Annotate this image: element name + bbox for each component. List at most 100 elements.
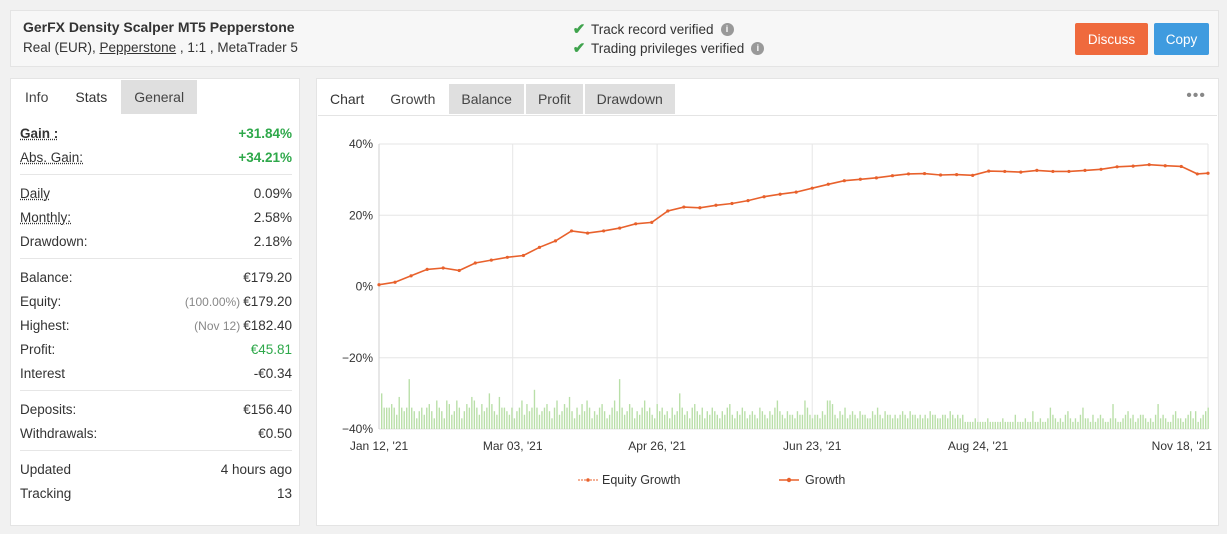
- tab-balance[interactable]: Balance: [449, 84, 526, 114]
- daily-growth-bar: [749, 414, 751, 429]
- discuss-button[interactable]: Discuss: [1075, 23, 1148, 55]
- daily-growth-bar: [628, 404, 631, 429]
- drawdown-label: Drawdown:: [20, 233, 88, 249]
- daily-growth-bar: [937, 418, 939, 429]
- daily-growth-bar: [548, 411, 551, 429]
- daily-growth-bar: [786, 411, 789, 429]
- growth-point: [537, 245, 542, 249]
- daily-growth-bar: [398, 396, 400, 429]
- tab-growth[interactable]: Growth: [378, 84, 450, 114]
- growth-point: [441, 266, 445, 270]
- daily-growth-bar: [974, 418, 976, 429]
- growth-point: [666, 209, 670, 213]
- daily-growth-bar: [816, 414, 819, 429]
- account-type: Real (EUR),: [23, 40, 96, 55]
- tab-drawdown[interactable]: Drawdown: [584, 84, 677, 114]
- daily-growth-bar: [601, 404, 603, 429]
- broker-link[interactable]: Pepperstone: [99, 40, 177, 55]
- chart-tabs: Chart Growth Balance Profit Drawdown: [318, 84, 677, 114]
- daily-growth-bar: [1099, 414, 1102, 429]
- abs-gain-label[interactable]: Abs. Gain:: [20, 149, 84, 165]
- daily-growth-bar: [781, 414, 784, 429]
- daily-growth-bar: [421, 407, 423, 429]
- daily-growth-bar: [921, 418, 924, 429]
- stat-gain: Gain : +31.84%: [20, 121, 292, 145]
- daily-label[interactable]: Daily: [20, 185, 51, 201]
- daily-growth-bar: [1074, 418, 1077, 429]
- daily-growth-bar: [1154, 414, 1157, 429]
- daily-growth-bar: [468, 407, 471, 429]
- daily-growth-bar: [911, 414, 914, 429]
- gain-label[interactable]: Gain :: [20, 125, 59, 141]
- daily-growth-bar: [1142, 414, 1144, 429]
- daily-growth-bar: [686, 411, 688, 429]
- trading-privileges-label: Trading privileges verified: [591, 40, 745, 56]
- tab-general[interactable]: General: [121, 80, 199, 114]
- tab-stats[interactable]: Stats: [62, 80, 122, 114]
- daily-growth-bar: [401, 407, 403, 429]
- daily-growth-bar: [426, 407, 428, 429]
- daily-growth-bar: [1039, 418, 1042, 429]
- daily-growth-bar: [769, 411, 771, 429]
- growth-point: [746, 199, 750, 203]
- daily-growth-bar: [596, 414, 598, 429]
- info-icon[interactable]: i: [720, 22, 734, 36]
- growth-point: [955, 173, 959, 177]
- daily-growth-bar: [731, 414, 734, 429]
- daily-growth-bar: [1104, 421, 1107, 429]
- daily-growth-bar: [744, 411, 746, 429]
- growth-point: [585, 231, 590, 235]
- daily-growth-bar: [411, 407, 413, 429]
- daily-growth-bar: [779, 411, 781, 429]
- daily-growth-bar: [989, 421, 991, 429]
- daily-growth-bar: [764, 414, 766, 429]
- tab-chart[interactable]: Chart: [318, 84, 379, 114]
- daily-growth-bar: [774, 407, 776, 429]
- growth-point: [794, 190, 798, 194]
- tab-profit[interactable]: Profit: [525, 84, 585, 114]
- monthly-label[interactable]: Monthly:: [20, 209, 72, 225]
- daily-growth-bar: [876, 407, 879, 429]
- daily-growth-bar: [416, 418, 418, 429]
- highest-value-group: (Nov 12) €182.40: [194, 318, 292, 333]
- daily-growth-bar: [997, 421, 999, 429]
- daily-growth-bar: [1177, 418, 1179, 429]
- info-icon[interactable]: i: [751, 41, 765, 55]
- stat-drawdown: Drawdown: 2.18%: [20, 229, 292, 253]
- daily-growth-bar: [1004, 421, 1007, 429]
- daily-growth-bar: [618, 379, 621, 429]
- equity-value: €179.20: [243, 293, 292, 309]
- daily-growth-bar: [623, 414, 626, 429]
- growth-point: [1099, 167, 1103, 171]
- ellipsis-icon[interactable]: •••: [1186, 87, 1206, 104]
- daily-growth-bar: [934, 414, 936, 429]
- daily-growth-bar: [889, 414, 891, 429]
- daily-growth-bar: [611, 407, 613, 429]
- growth-point: [409, 274, 413, 278]
- daily-growth-bar: [969, 421, 971, 429]
- growth-point: [826, 182, 830, 186]
- daily-growth-bar: [659, 411, 661, 429]
- growth-point: [906, 172, 911, 176]
- stat-profit: Profit: €45.81: [20, 337, 292, 361]
- daily-growth-bar: [766, 418, 769, 429]
- tab-info[interactable]: Info: [12, 80, 63, 114]
- daily-growth-bar: [651, 414, 653, 429]
- daily-growth-bar: [736, 411, 739, 429]
- daily-growth-bar: [809, 414, 811, 429]
- growth-line: [378, 163, 1209, 286]
- growth-point: [1019, 170, 1023, 174]
- daily-growth-bar: [436, 400, 438, 429]
- daily-growth-bar: [1042, 421, 1044, 429]
- daily-growth-bar: [526, 404, 528, 429]
- daily-growth-bar: [721, 411, 723, 429]
- daily-growth-bar: [994, 421, 996, 429]
- daily-growth-bar: [493, 411, 496, 429]
- daily-growth-bar: [784, 418, 786, 429]
- daily-growth-bar: [546, 404, 548, 429]
- daily-growth-bar: [674, 414, 676, 429]
- daily-growth-bar: [729, 404, 731, 429]
- copy-button[interactable]: Copy: [1154, 23, 1209, 55]
- daily-growth-bar: [669, 418, 671, 429]
- daily-growth-bar: [1162, 414, 1164, 429]
